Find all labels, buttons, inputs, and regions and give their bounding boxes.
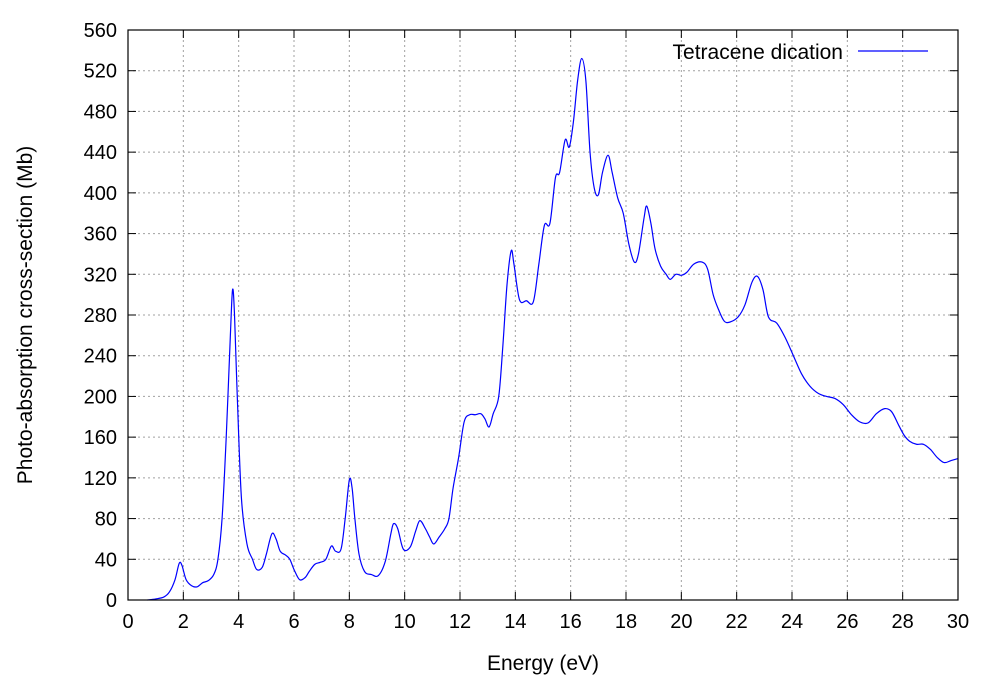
y-tick-label: 360 xyxy=(84,224,117,246)
y-tick-label: 520 xyxy=(84,61,117,83)
y-tick-label: 0 xyxy=(106,590,117,612)
x-tick-label: 30 xyxy=(947,611,969,633)
y-tick-label: 440 xyxy=(84,142,117,164)
x-tick-label: 24 xyxy=(781,611,803,633)
x-tick-label: 26 xyxy=(836,611,858,633)
y-tick-label: 240 xyxy=(84,346,117,368)
x-tick-label: 8 xyxy=(344,611,355,633)
y-axis-title: Photo-absorption cross-section (Mb) xyxy=(14,146,37,484)
x-tick-labels: 0 2 4 6 8 10 12 14 16 18 20 22 24 26 28 30 xyxy=(122,611,969,633)
y-tick-label: 80 xyxy=(95,509,117,531)
x-tick-label: 20 xyxy=(670,611,692,633)
y-tick-label: 280 xyxy=(84,305,117,327)
x-tick-label: 10 xyxy=(394,611,416,633)
y-tick-label: 160 xyxy=(84,427,117,449)
x-tick-label: 2 xyxy=(178,611,189,633)
y-tick-labels: 0 40 80 120 160 200 240 280 320 360 400 440 480 520 56… xyxy=(84,20,117,612)
series-layer xyxy=(147,57,959,601)
y-tick-label: 120 xyxy=(84,468,117,490)
y-tick-label: 400 xyxy=(84,183,117,205)
x-tick-label: 14 xyxy=(504,611,526,633)
x-tick-label: 6 xyxy=(288,611,299,633)
y-tick-label: 40 xyxy=(95,549,117,571)
series-line xyxy=(147,57,959,601)
y-tick-label: 200 xyxy=(84,386,117,408)
x-tick-label: 4 xyxy=(233,611,244,633)
grid xyxy=(128,30,958,600)
x-tick-label: 0 xyxy=(122,611,133,633)
x-tick-label: 22 xyxy=(726,611,748,633)
x-tick-label: 18 xyxy=(615,611,637,633)
legend: Tetracene dication xyxy=(673,41,928,64)
legend-label: Tetracene dication xyxy=(673,41,843,64)
x-tick-label: 12 xyxy=(449,611,471,633)
x-axis-title: Energy (eV) xyxy=(487,652,599,675)
x-tick-label: 16 xyxy=(560,611,582,633)
x-tick-label: 28 xyxy=(892,611,914,633)
axis-ticks xyxy=(127,29,959,601)
y-tick-label: 320 xyxy=(84,264,117,286)
y-tick-label: 480 xyxy=(84,101,117,123)
y-tick-label: 560 xyxy=(84,20,117,42)
